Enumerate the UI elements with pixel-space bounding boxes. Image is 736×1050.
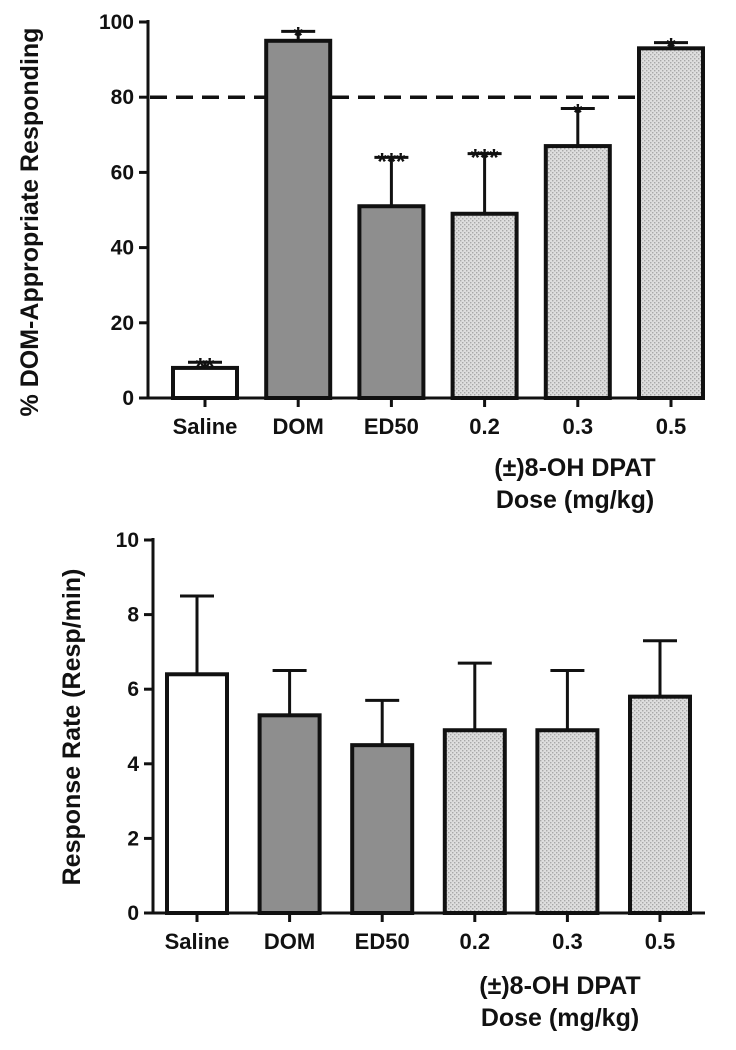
chart1-axes: 0 20 40 60 80 100 Saline DOM ED50 0.2 0.3 0.5: [99, 11, 700, 439]
bar-0.2: [450, 211, 519, 400]
chart1-marks: ****** *****: [150, 22, 705, 401]
x-category-label: DOM: [264, 929, 315, 954]
x-category-label: Saline: [173, 414, 238, 439]
significance-label: *: [573, 99, 583, 126]
x-category-label: DOM: [273, 414, 324, 439]
y-tick-label: 20: [111, 312, 134, 335]
bar-DOM: [257, 713, 322, 915]
y-tick-label: 0: [127, 902, 139, 925]
bar-DOM: [264, 38, 333, 401]
bar-0.2: [442, 728, 507, 915]
chart2-marks: [165, 594, 692, 916]
y-tick-label: 2: [127, 827, 139, 850]
bar-Saline: [171, 365, 239, 401]
significance-label: ***: [471, 145, 500, 172]
bar-ED50: [357, 204, 426, 400]
x-category-label: 0.2: [460, 929, 491, 954]
bar-0.5: [628, 694, 692, 915]
x-category-label: Saline: [165, 929, 230, 954]
chart-response-rate: Response Rate (Resp/min) 0 2 4 6 8 10 Saline DO…: [58, 529, 705, 1032]
x-category-label: 0.5: [656, 414, 687, 439]
x-category-label: ED50: [364, 414, 419, 439]
y-tick-label: 100: [99, 11, 134, 34]
significance-label: *: [666, 34, 676, 61]
significance-label: ***: [377, 148, 406, 175]
significance-label: *: [294, 22, 304, 49]
chart2-axes: 0 2 4 6 8 10 Saline DOM ED50 0.2 0.3 0.5: [116, 529, 705, 954]
y-tick-label: 10: [116, 529, 139, 552]
y-tick-label: 60: [111, 161, 134, 184]
significance-label: **: [196, 353, 215, 380]
chart-drom-appropriate: % DOM-Appropriate Responding 0 20 40 60 80 10…: [16, 11, 705, 514]
bar-Saline: [165, 672, 229, 916]
x-category-label: 0.5: [645, 929, 676, 954]
bar-0.3: [535, 728, 600, 915]
y-tick-label: 8: [127, 604, 139, 627]
x-category-label: ED50: [355, 929, 410, 954]
x-category-label: 0.3: [552, 929, 583, 954]
chart2-xlabel: (±)8-OH DPAT Dose (mg/kg): [479, 972, 640, 1032]
bar-0.3: [543, 144, 612, 400]
bar-0.5: [637, 46, 705, 400]
x-category-label: 0.3: [563, 414, 594, 439]
chart1-ylabel: % DOM-Appropriate Responding: [16, 28, 44, 417]
y-tick-label: 80: [111, 86, 134, 109]
chart1-xlabel: (±)8-OH DPAT Dose (mg/kg): [494, 454, 655, 514]
chart2-ylabel: Response Rate (Resp/min): [58, 569, 86, 886]
bar-ED50: [350, 743, 415, 916]
y-tick-label: 4: [127, 753, 139, 776]
y-tick-label: 40: [111, 237, 134, 260]
x-category-label: 0.2: [469, 414, 500, 439]
y-tick-label: 0: [122, 387, 134, 410]
y-tick-label: 6: [127, 678, 139, 701]
